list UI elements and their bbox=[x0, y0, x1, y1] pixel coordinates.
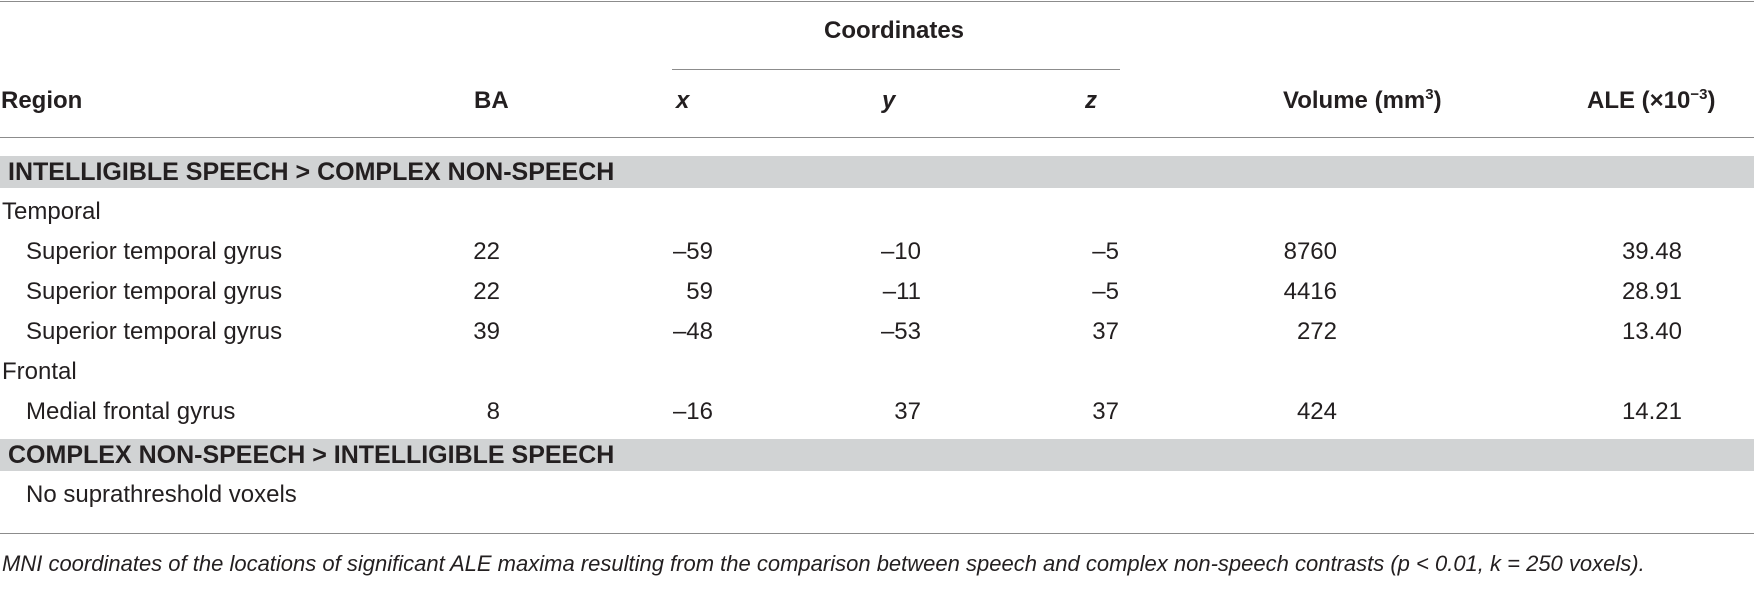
ale-cell: 14.21 bbox=[1621, 398, 1682, 425]
z-cell: –5 bbox=[1092, 238, 1119, 265]
x-cell: 59 bbox=[686, 278, 713, 305]
group-label: Frontal bbox=[2, 358, 77, 385]
y-cell: –53 bbox=[880, 318, 921, 345]
section-band: COMPLEX NON-SPEECH > INTELLIGIBLE SPEECH bbox=[0, 439, 1754, 471]
ba-header: BA bbox=[474, 87, 509, 114]
table-row: Superior temporal gyrus 22 59 –11 –5 441… bbox=[0, 272, 1754, 312]
section-title: INTELLIGIBLE SPEECH > COMPLEX NON-SPEECH bbox=[8, 158, 615, 186]
group-row: Temporal bbox=[0, 192, 1754, 232]
table-row: Superior temporal gyrus 39 –48 –53 37 27… bbox=[0, 312, 1754, 352]
section-band: INTELLIGIBLE SPEECH > COMPLEX NON-SPEECH bbox=[0, 156, 1754, 188]
ale-cell: 28.91 bbox=[1621, 278, 1682, 305]
ba-cell: 22 bbox=[473, 278, 500, 305]
coordinates-rule bbox=[672, 69, 1120, 70]
section-title: COMPLEX NON-SPEECH > INTELLIGIBLE SPEECH bbox=[8, 441, 615, 469]
volume-cell: 8760 bbox=[1283, 238, 1337, 265]
coordinates-header: Coordinates bbox=[824, 17, 965, 44]
volume-cell: 272 bbox=[1296, 318, 1337, 345]
z-header: z bbox=[1085, 87, 1097, 114]
ba-cell: 22 bbox=[473, 238, 500, 265]
y-cell: –11 bbox=[882, 278, 921, 305]
ale-cell: 13.40 bbox=[1621, 318, 1682, 345]
top-rule bbox=[0, 1, 1754, 2]
region-header: Region bbox=[1, 87, 83, 114]
ba-cell: 8 bbox=[486, 398, 500, 425]
table-row: Superior temporal gyrus 22 –59 –10 –5 87… bbox=[0, 232, 1754, 272]
volume-cell: 424 bbox=[1296, 398, 1337, 425]
y-cell: –10 bbox=[880, 238, 921, 265]
x-cell: –48 bbox=[672, 318, 713, 345]
group-row: Frontal bbox=[0, 352, 1754, 392]
table-row: Medial frontal gyrus 8 –16 37 37 424 14.… bbox=[0, 392, 1754, 432]
header-rule bbox=[0, 137, 1754, 138]
region-cell: Superior temporal gyrus bbox=[26, 238, 283, 265]
group-label: Temporal bbox=[2, 198, 101, 225]
ale-header: ALE (×10−3) bbox=[1587, 86, 1716, 114]
ale-cell: 39.48 bbox=[1621, 238, 1682, 265]
table-caption: MNI coordinates of the locations of sign… bbox=[2, 551, 1645, 576]
volume-header: Volume (mm3) bbox=[1283, 86, 1442, 114]
x-header: x bbox=[676, 87, 690, 114]
region-cell: Medial frontal gyrus bbox=[26, 398, 236, 425]
table-row: No suprathreshold voxels bbox=[0, 475, 1754, 515]
bottom-rule bbox=[0, 533, 1754, 534]
y-cell: 37 bbox=[894, 398, 921, 425]
ba-cell: 39 bbox=[473, 318, 500, 345]
z-cell: 37 bbox=[1092, 398, 1119, 425]
z-cell: –5 bbox=[1092, 278, 1119, 305]
x-cell: –59 bbox=[672, 238, 713, 265]
z-cell: 37 bbox=[1092, 318, 1119, 345]
region-cell: Superior temporal gyrus bbox=[26, 278, 283, 305]
y-header: y bbox=[882, 87, 896, 114]
note-cell: No suprathreshold voxels bbox=[26, 481, 297, 508]
volume-cell: 4416 bbox=[1283, 278, 1337, 305]
x-cell: –16 bbox=[672, 398, 713, 425]
region-cell: Superior temporal gyrus bbox=[26, 318, 283, 345]
